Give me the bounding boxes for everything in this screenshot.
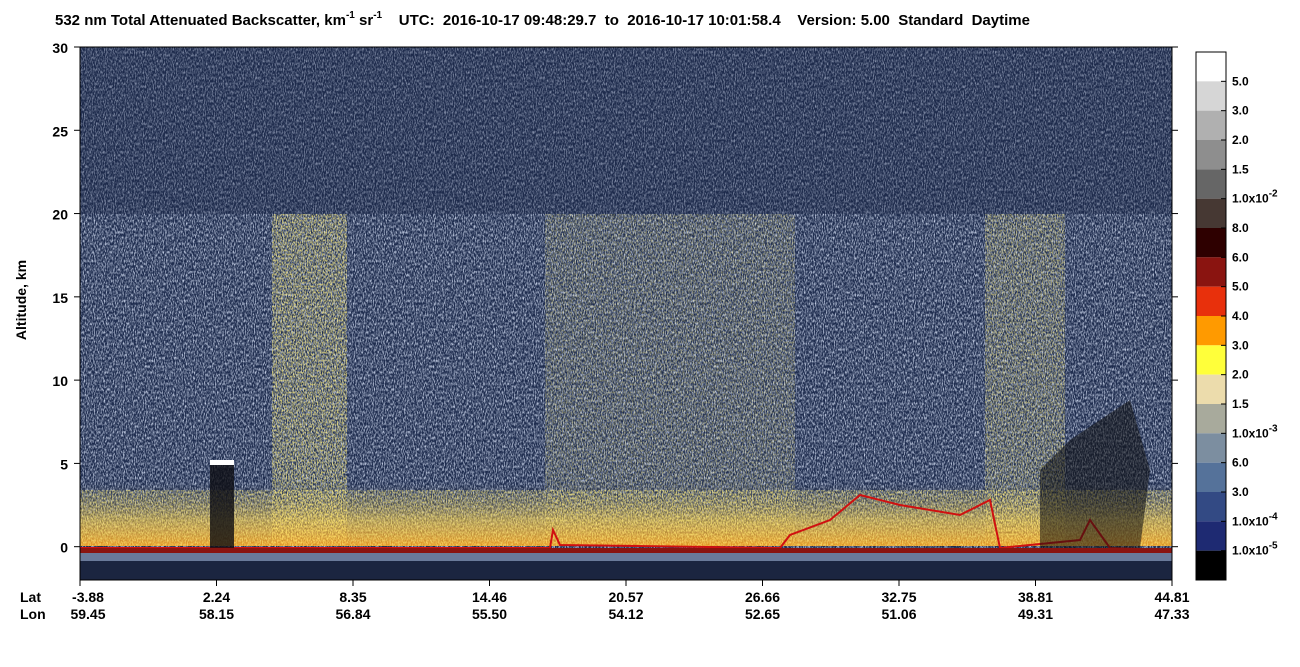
x-tick-label: 52.65: [745, 606, 780, 622]
colorbar-label: 1.5: [1232, 397, 1249, 411]
y-tick-label: 25: [52, 123, 68, 139]
colorbar-label-sup: -3: [1269, 423, 1278, 434]
y-axis-label: Altitude, km: [13, 260, 29, 340]
colorbar-label: 5.0: [1232, 74, 1249, 88]
colorbar-label: 6.0: [1232, 456, 1249, 470]
colorbar-label: 2.0: [1232, 368, 1249, 382]
colorbar-swatch: [1196, 169, 1226, 199]
x-tick-label: 26.66: [745, 589, 780, 605]
title-sup: -1: [346, 10, 355, 21]
colorbar-swatch: [1196, 228, 1226, 258]
backscatter-image: [79, 46, 1173, 581]
colorbar-swatch: [1196, 404, 1226, 434]
x-tick-label: 59.45: [70, 606, 105, 622]
colorbar-label: 3.0: [1232, 485, 1249, 499]
colorbar-label: 2.0: [1232, 133, 1249, 147]
colorbar-swatch: [1196, 52, 1226, 82]
x-tick-label: 44.81: [1154, 589, 1189, 605]
colorbar-label-text: 5.0: [1232, 74, 1249, 88]
y-tick-label: 0: [60, 540, 68, 556]
colorbar-label-text: 2.0: [1232, 133, 1249, 147]
y-tick-label: 10: [52, 373, 68, 389]
colorbar-label: 1.0x10-5: [1232, 541, 1278, 558]
colorbar-label-text: 6.0: [1232, 250, 1249, 264]
colorbar: 5.03.02.01.51.0x10-28.06.05.04.03.02.01.…: [1195, 51, 1278, 581]
colorbar-label-text: 2.0: [1232, 368, 1249, 382]
colorbar-label: 1.5: [1232, 162, 1249, 176]
title-sup: -1: [373, 10, 382, 21]
colorbar-swatch: [1196, 198, 1226, 228]
y-tick-label: 5: [60, 456, 68, 472]
colorbar-label: 3.0: [1232, 338, 1249, 352]
colorbar-label: 1.0x10-4: [1232, 511, 1278, 528]
colorbar-label: 6.0: [1232, 250, 1249, 264]
colorbar-swatch: [1196, 257, 1226, 287]
colorbar-swatch: [1196, 81, 1226, 111]
colorbar-swatch: [1196, 433, 1226, 463]
x-row-name: Lat: [20, 589, 41, 605]
colorbar-label-text: 1.0x10: [1232, 514, 1269, 528]
colorbar-swatch: [1196, 550, 1226, 580]
x-tick-label: 8.35: [339, 589, 366, 605]
colorbar-label-text: 1.0x10: [1232, 544, 1269, 558]
colorbar-swatch: [1196, 286, 1226, 316]
colorbar-label: 8.0: [1232, 221, 1249, 235]
chart-title: 532 nm Total Attenuated Backscatter, km-…: [55, 10, 1030, 29]
colorbar-label-text: 6.0: [1232, 456, 1249, 470]
y-tick-label: 30: [52, 40, 68, 56]
x-tick-label: -3.88: [72, 589, 104, 605]
colorbar-label-sup: -2: [1269, 189, 1278, 200]
colorbar-label-text: 1.0x10: [1232, 192, 1269, 206]
colorbar-label-text: 1.5: [1232, 162, 1249, 176]
x-tick-label: 55.50: [472, 606, 507, 622]
colorbar-label-text: 8.0: [1232, 221, 1249, 235]
title-rest: UTC: 2016-10-17 09:48:29.7 to 2016-10-17…: [382, 12, 1030, 29]
colorbar-label-text: 5.0: [1232, 280, 1249, 294]
colorbar-label: 5.0: [1232, 280, 1249, 294]
x-tick-label: 38.81: [1018, 589, 1053, 605]
x-tick-label: 58.15: [199, 606, 234, 622]
colorbar-label-text: 4.0: [1232, 309, 1249, 323]
x-tick-label: 14.46: [472, 589, 507, 605]
y-tick-label: 20: [52, 207, 68, 223]
colorbar-label: 1.0x10-2: [1232, 189, 1278, 206]
colorbar-label-text: 1.0x10: [1232, 426, 1269, 440]
colorbar-swatch: [1196, 110, 1226, 140]
x-tick-label: 2.24: [203, 589, 230, 605]
colorbar-label-text: 3.0: [1232, 338, 1249, 352]
colorbar-label: 4.0: [1232, 309, 1249, 323]
x-tick-label: 56.84: [335, 606, 370, 622]
x-tick-label: 20.57: [608, 589, 643, 605]
x-tick-label: 47.33: [1154, 606, 1189, 622]
colorbar-swatch: [1196, 345, 1226, 375]
colorbar-swatch: [1196, 140, 1226, 170]
x-row-name: Lon: [20, 606, 46, 622]
y-tick-label: 15: [52, 290, 68, 306]
colorbar-label-text: 3.0: [1232, 485, 1249, 499]
colorbar-label-text: 3.0: [1232, 104, 1249, 118]
colorbar-label-sup: -5: [1269, 541, 1278, 552]
colorbar-swatch: [1196, 462, 1226, 492]
colorbar-label: 3.0: [1232, 104, 1249, 118]
colorbar-swatch: [1196, 316, 1226, 346]
x-tick-label: 32.75: [881, 589, 916, 605]
colorbar-swatch: [1196, 374, 1226, 404]
x-tick-label: 49.31: [1018, 606, 1053, 622]
colorbar-swatch: [1196, 492, 1226, 522]
title-mid: sr: [355, 12, 374, 29]
colorbar-swatch: [1196, 521, 1226, 551]
x-tick-label: 54.12: [608, 606, 643, 622]
title-main: 532 nm Total Attenuated Backscatter, km: [55, 12, 346, 29]
colorbar-label: 1.0x10-3: [1232, 423, 1278, 440]
x-tick-label: 51.06: [881, 606, 916, 622]
colorbar-label-text: 1.5: [1232, 397, 1249, 411]
colorbar-label-sup: -4: [1269, 511, 1278, 522]
